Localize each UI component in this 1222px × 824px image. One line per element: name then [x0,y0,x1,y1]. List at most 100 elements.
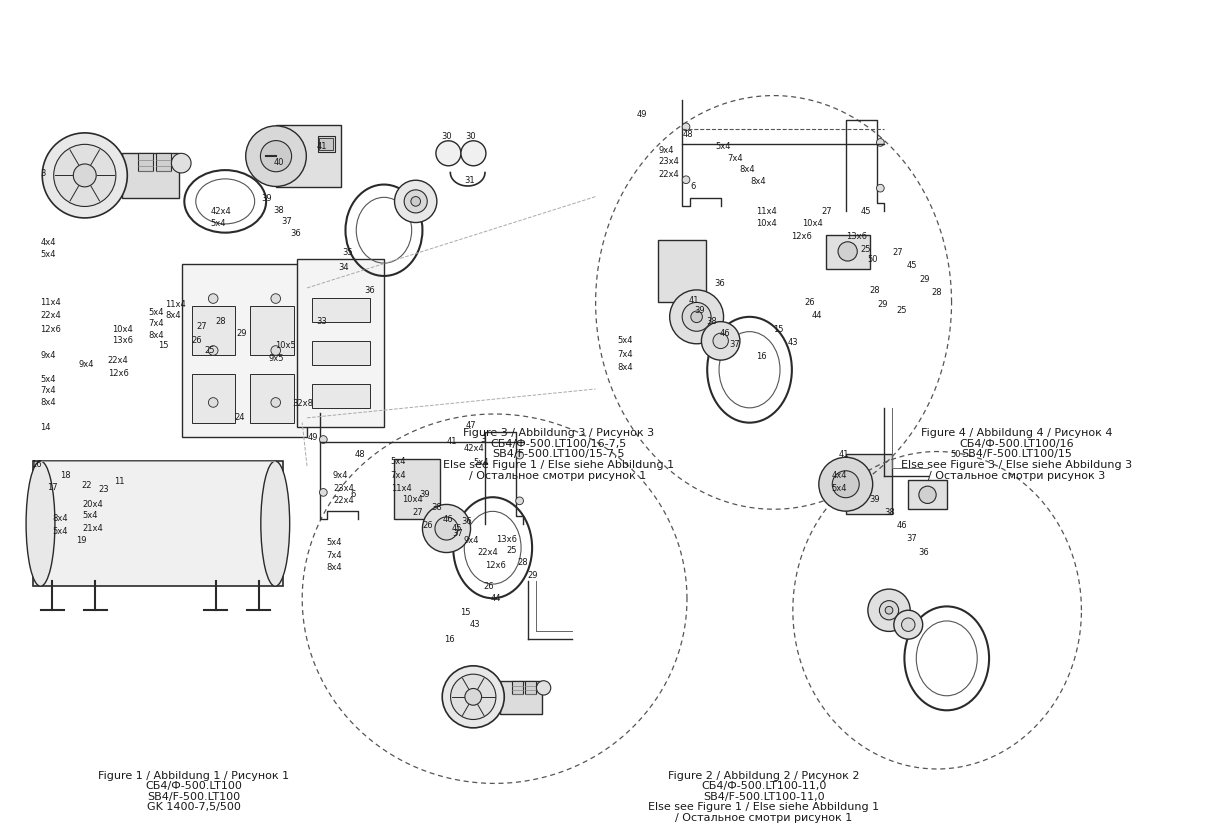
Text: СБ4/Ф-500.LT100/16: СБ4/Ф-500.LT100/16 [959,439,1074,449]
Text: 7x4: 7x4 [40,386,56,396]
Bar [138,153,153,171]
Text: 10x4: 10x4 [111,325,132,334]
Text: 10x4: 10x4 [402,495,423,504]
Bar [312,384,369,408]
Text: 22x4: 22x4 [108,356,128,365]
Text: 13x6: 13x6 [846,232,866,241]
Text: 35: 35 [342,248,353,257]
Text: 10x4: 10x4 [803,219,824,228]
Text: 38: 38 [431,503,442,512]
Bar [393,459,440,519]
Text: 10x4: 10x4 [756,219,777,228]
Text: 11x4: 11x4 [756,207,777,216]
Text: 8x4: 8x4 [326,564,342,573]
Circle shape [435,517,458,540]
Circle shape [464,689,481,705]
Circle shape [209,398,218,407]
Text: 5x4: 5x4 [326,538,342,547]
Text: 49: 49 [308,433,319,442]
Text: 39: 39 [262,194,273,203]
Circle shape [682,302,711,331]
Bar [512,681,523,694]
Text: 33: 33 [316,317,327,326]
Circle shape [838,241,858,261]
Text: 30: 30 [441,133,452,142]
Text: Else see Figure 1 / Else siehe Abbildung 1: Else see Figure 1 / Else siehe Abbildung… [648,803,880,812]
Text: 44: 44 [813,311,822,321]
Circle shape [319,489,327,496]
Circle shape [819,457,873,511]
Text: Figure 4 / Abbildung 4 / Рисунок 4: Figure 4 / Abbildung 4 / Рисунок 4 [921,428,1112,438]
Circle shape [271,398,281,407]
Text: 17: 17 [48,483,57,492]
Text: 12x6: 12x6 [485,560,506,569]
Text: SB4/F-500.LT100: SB4/F-500.LT100 [147,792,241,802]
Bar [318,136,335,152]
Text: 15: 15 [459,607,470,616]
Text: 29: 29 [237,329,247,338]
Text: 3: 3 [40,169,46,178]
Text: 25: 25 [204,346,215,355]
Bar [500,681,541,714]
Text: 37: 37 [730,340,741,349]
Text: 41: 41 [446,438,457,447]
Text: СБ4/Ф-500.LT100/16-7,5: СБ4/Ф-500.LT100/16-7,5 [490,439,626,449]
Text: 8x4: 8x4 [739,165,754,174]
Text: 20x4: 20x4 [83,500,104,509]
Text: 16: 16 [31,460,42,469]
Text: 22x4: 22x4 [332,496,353,505]
Text: 40: 40 [274,158,284,167]
Text: 47: 47 [466,421,477,430]
Circle shape [876,185,885,192]
Circle shape [682,176,690,184]
Circle shape [868,589,910,631]
Text: 13x6: 13x6 [496,535,517,544]
Text: 9x4: 9x4 [332,471,348,480]
Bar [33,461,284,586]
Text: 18: 18 [60,471,71,480]
Text: 36: 36 [364,287,375,295]
Circle shape [319,436,327,443]
Text: 37: 37 [281,217,292,226]
Text: Else see Figure 3 / Else siehe Abbildung 3: Else see Figure 3 / Else siehe Abbildung… [901,460,1132,470]
Text: 5x4: 5x4 [53,527,67,536]
Text: 9x4: 9x4 [464,536,479,545]
Text: 22x4: 22x4 [40,311,61,321]
Circle shape [73,164,97,187]
Circle shape [411,197,420,206]
Text: 11x4: 11x4 [165,300,186,309]
Text: 30: 30 [466,133,477,142]
Text: 8x4: 8x4 [750,176,766,185]
Circle shape [43,133,127,218]
Text: 15: 15 [158,341,169,350]
Text: 4x4: 4x4 [40,238,56,247]
Text: 28: 28 [518,558,528,567]
Circle shape [461,141,486,166]
Circle shape [209,346,218,355]
Circle shape [516,497,523,504]
Circle shape [682,123,690,131]
Bar [249,307,293,355]
Text: 7x4: 7x4 [148,319,164,328]
Text: 43: 43 [469,620,480,630]
Text: 6: 6 [690,182,697,191]
Text: 3: 3 [480,434,485,443]
Text: SB4/F-500.LT100-11,0: SB4/F-500.LT100-11,0 [703,792,825,802]
Bar [192,307,236,355]
Text: 5x4: 5x4 [831,484,847,493]
Circle shape [246,126,307,186]
Circle shape [171,153,191,173]
Text: 26: 26 [192,336,202,345]
Text: Else see Figure 1 / Else siehe Abbildung 1: Else see Figure 1 / Else siehe Abbildung… [442,460,673,470]
Text: 12x6: 12x6 [108,369,128,378]
Text: GK 1400-7,5/500: GK 1400-7,5/500 [147,803,241,812]
Text: 28: 28 [215,317,226,326]
Text: 36: 36 [714,279,725,288]
Text: 16: 16 [756,352,767,361]
Text: 7x4: 7x4 [391,471,407,480]
Text: 27: 27 [893,248,903,257]
Circle shape [436,141,461,166]
Text: 8x4: 8x4 [40,398,56,407]
Text: СБ4/Ф-500.LT100: СБ4/Ф-500.LT100 [145,781,242,791]
Text: 6: 6 [351,490,356,499]
